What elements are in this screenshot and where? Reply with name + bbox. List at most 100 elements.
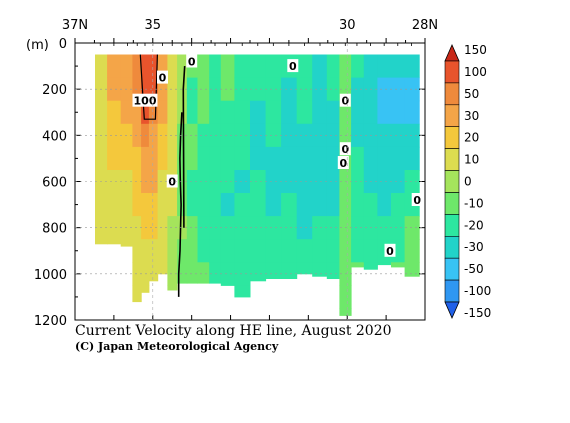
velocity-cell bbox=[209, 239, 222, 263]
colorbar-bin bbox=[444, 170, 460, 193]
velocity-cell bbox=[281, 170, 298, 194]
velocity-cell bbox=[220, 54, 235, 79]
velocity-cell bbox=[339, 285, 352, 309]
velocity-cell bbox=[351, 216, 365, 240]
velocity-cell bbox=[209, 100, 222, 125]
velocity-cell bbox=[351, 146, 365, 171]
velocity-cell bbox=[157, 193, 168, 217]
velocity-cell bbox=[157, 170, 168, 194]
velocity-cell bbox=[157, 216, 168, 240]
velocity-cell bbox=[296, 216, 313, 240]
velocity-cell bbox=[132, 77, 142, 102]
velocity-cell bbox=[197, 193, 210, 217]
velocity-cell bbox=[339, 239, 352, 263]
velocity-cell bbox=[220, 123, 235, 148]
velocity-cell bbox=[391, 100, 406, 125]
zero-contour-line bbox=[177, 112, 183, 297]
velocity-cell bbox=[363, 193, 378, 217]
colorbar-label: -30 bbox=[464, 240, 484, 254]
colorbar-bin bbox=[444, 214, 460, 237]
velocity-cell bbox=[377, 146, 392, 171]
depth-tick-label: 400 bbox=[42, 129, 67, 144]
velocity-cell bbox=[339, 54, 352, 79]
colorbar-bin bbox=[444, 148, 460, 171]
velocity-cell bbox=[250, 100, 267, 125]
velocity-cell bbox=[148, 239, 159, 263]
velocity-cell bbox=[312, 193, 328, 217]
velocity-cell bbox=[296, 123, 313, 148]
velocity-cell bbox=[157, 146, 168, 171]
colorbar-arrow-top bbox=[444, 44, 460, 62]
velocity-cell bbox=[209, 262, 222, 284]
velocity-cell bbox=[95, 193, 108, 217]
zero-contour-line bbox=[182, 66, 186, 228]
velocity-cell bbox=[363, 262, 378, 270]
velocity-cell bbox=[197, 262, 210, 284]
velocity-cell bbox=[220, 77, 235, 102]
velocity-cell bbox=[363, 239, 378, 263]
velocity-cell bbox=[312, 146, 328, 171]
depth-tick-label: 1200 bbox=[34, 314, 67, 329]
velocity-cell bbox=[141, 285, 150, 293]
velocity-cell bbox=[141, 100, 150, 125]
velocity-cell bbox=[351, 170, 365, 194]
depth-tick-label: 800 bbox=[42, 222, 67, 237]
colorbar-label: 150 bbox=[464, 43, 487, 57]
velocity-cell bbox=[391, 170, 406, 194]
velocity-cell bbox=[177, 239, 188, 263]
velocity-cell bbox=[250, 146, 267, 171]
velocity-cell bbox=[404, 146, 420, 171]
velocity-cell bbox=[363, 146, 378, 171]
velocity-cell bbox=[312, 54, 328, 79]
velocity-cell bbox=[326, 77, 340, 102]
velocity-cell bbox=[177, 170, 188, 194]
velocity-cell bbox=[107, 216, 122, 240]
velocity-cell bbox=[148, 170, 159, 194]
velocity-cell bbox=[167, 239, 178, 263]
velocity-cell bbox=[234, 123, 251, 148]
latitude-tick-label: 35 bbox=[145, 18, 162, 33]
velocity-cell bbox=[265, 193, 282, 217]
velocity-cell bbox=[186, 193, 198, 217]
velocity-cell bbox=[120, 193, 133, 217]
velocity-cell bbox=[186, 146, 198, 171]
velocity-cell bbox=[377, 123, 392, 148]
depth-tick-label: 600 bbox=[42, 176, 67, 191]
velocity-cell bbox=[95, 239, 108, 245]
contour-label: 0 bbox=[413, 194, 421, 207]
contour-label-bg bbox=[411, 193, 423, 206]
velocity-cell bbox=[167, 193, 178, 217]
colorbar-label: 50 bbox=[464, 87, 479, 101]
velocity-cell bbox=[197, 239, 210, 263]
velocity-cell bbox=[234, 239, 251, 263]
colorbar-bin bbox=[444, 257, 460, 281]
velocity-cell bbox=[281, 146, 298, 171]
latitude-tick-label: 30 bbox=[339, 18, 356, 33]
velocity-cell bbox=[351, 100, 365, 125]
velocity-cell bbox=[234, 146, 251, 171]
velocity-cell bbox=[265, 123, 282, 148]
contour-line-100 bbox=[139, 54, 158, 120]
velocity-cell bbox=[157, 54, 168, 79]
velocity-cell bbox=[326, 123, 340, 148]
contour-label-bg bbox=[287, 59, 299, 73]
velocity-cell bbox=[148, 193, 159, 217]
velocity-cell bbox=[296, 239, 313, 263]
depth-tick-label: 1000 bbox=[34, 268, 67, 283]
colorbar-label: -20 bbox=[464, 218, 484, 232]
velocity-cell bbox=[186, 216, 198, 240]
velocity-cell bbox=[326, 100, 340, 125]
velocity-cell bbox=[377, 100, 392, 125]
colorbar-label: 30 bbox=[464, 109, 479, 123]
velocity-cell bbox=[132, 193, 142, 217]
velocity-cell bbox=[186, 239, 198, 263]
colorbar-label: 20 bbox=[464, 131, 479, 145]
velocity-cell bbox=[339, 193, 352, 217]
velocity-cell bbox=[377, 54, 392, 79]
velocity-cell bbox=[404, 123, 420, 148]
colorbar-bin bbox=[444, 104, 460, 128]
velocity-cell bbox=[312, 100, 328, 125]
velocity-cell bbox=[281, 193, 298, 217]
colorbar-bin bbox=[444, 279, 460, 303]
